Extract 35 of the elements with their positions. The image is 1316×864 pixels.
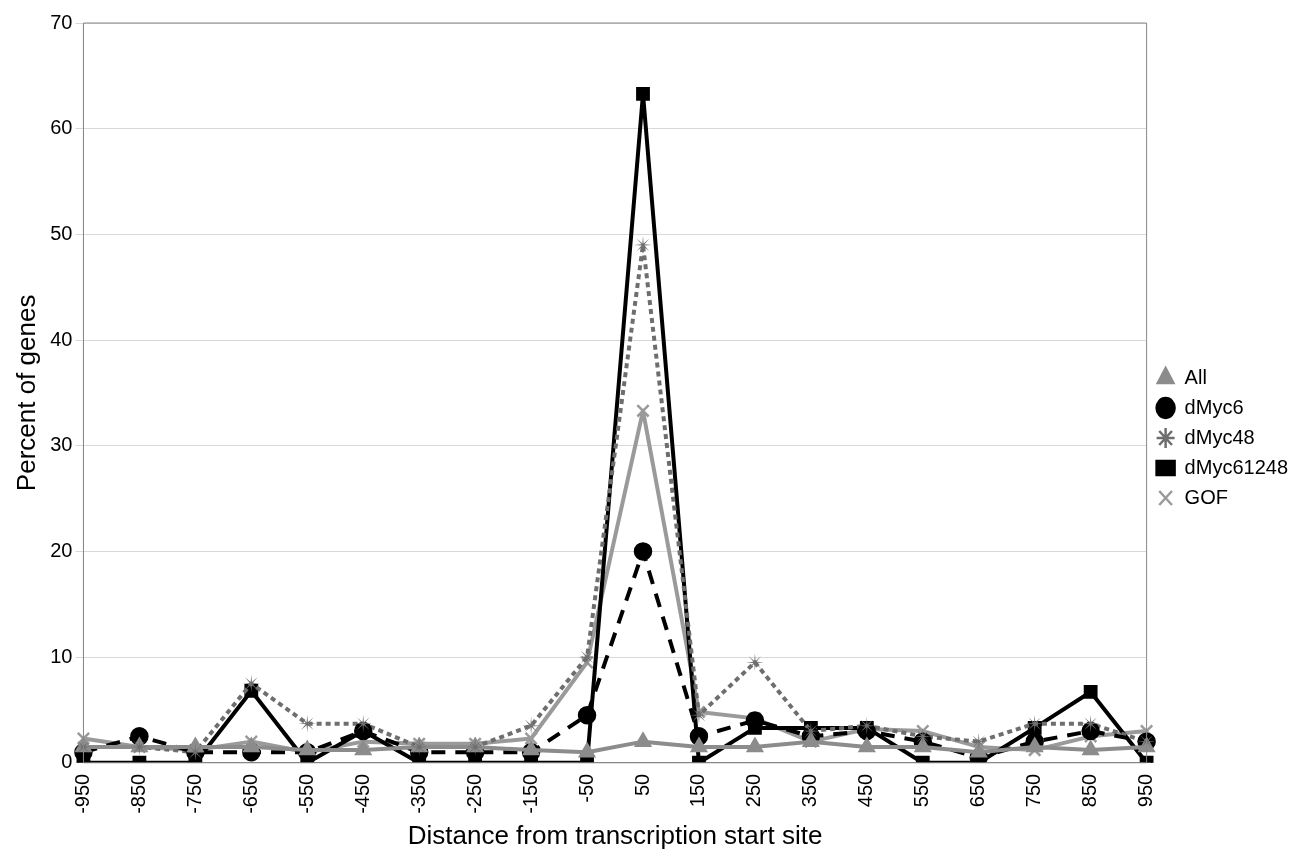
y-tick-label: 0 bbox=[61, 750, 73, 773]
x-tick-label: -150 bbox=[518, 773, 541, 814]
x-tick-label: -550 bbox=[294, 773, 317, 814]
x-tick-label: -950 bbox=[70, 773, 93, 814]
x-tick-label: 650 bbox=[966, 773, 989, 808]
y-tick-label: 40 bbox=[50, 327, 73, 350]
x-tick-label: 550 bbox=[910, 773, 933, 808]
x-tick-label: 250 bbox=[742, 773, 765, 808]
x-tick-label: -50 bbox=[574, 773, 597, 803]
y-tick-label: 70 bbox=[50, 10, 73, 33]
x-tick-label: 850 bbox=[1078, 773, 1101, 808]
legend-label: dMyc61248 bbox=[1184, 455, 1289, 478]
x-tick-label: -350 bbox=[406, 773, 429, 814]
y-tick-label: 30 bbox=[50, 433, 73, 456]
x-tick-label: 950 bbox=[1134, 773, 1157, 808]
x-tick-label: 750 bbox=[1022, 773, 1045, 808]
y-tick-label: 20 bbox=[50, 538, 73, 561]
x-tick-label: 350 bbox=[798, 773, 821, 808]
y-tick-label: 60 bbox=[50, 116, 73, 139]
x-tick-label: -850 bbox=[126, 773, 149, 814]
legend-label: GOF bbox=[1184, 485, 1228, 508]
x-tick-label: 450 bbox=[854, 773, 877, 808]
x-tick-label: -650 bbox=[238, 773, 261, 814]
legend-label: dMyc48 bbox=[1184, 425, 1255, 448]
y-axis-title: Percent of genes bbox=[10, 294, 41, 492]
x-tick-label: 50 bbox=[630, 773, 653, 797]
legend-label: All bbox=[1184, 365, 1207, 388]
x-axis-title: Distance from transcription start site bbox=[407, 819, 823, 850]
y-tick-label: 10 bbox=[50, 644, 73, 667]
x-tick-label: -250 bbox=[462, 773, 485, 814]
x-tick-label: -750 bbox=[182, 773, 205, 814]
x-tick-label: -450 bbox=[350, 773, 373, 814]
legend-label: dMyc6 bbox=[1184, 395, 1244, 418]
y-tick-label: 50 bbox=[50, 221, 73, 244]
x-tick-label: 150 bbox=[686, 773, 709, 808]
